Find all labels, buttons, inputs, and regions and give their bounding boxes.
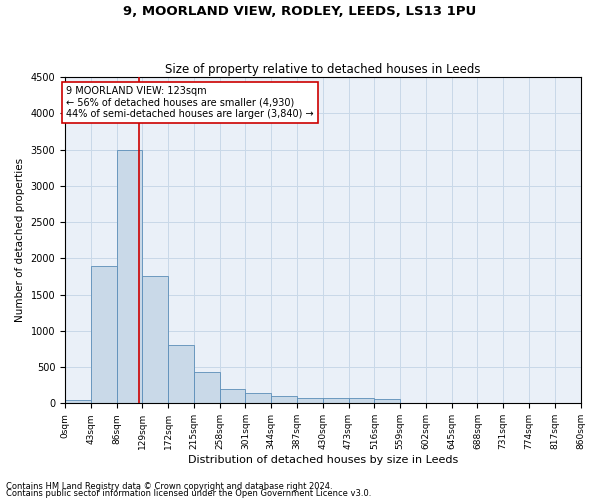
Bar xyxy=(65,400,91,404)
Bar xyxy=(349,398,374,404)
Bar xyxy=(168,346,194,404)
Bar xyxy=(116,150,142,404)
Bar xyxy=(374,400,400,404)
Text: Contains HM Land Registry data © Crown copyright and database right 2024.: Contains HM Land Registry data © Crown c… xyxy=(6,482,332,491)
Bar xyxy=(91,266,116,404)
Bar xyxy=(142,276,168,404)
Bar xyxy=(220,389,245,404)
Text: 9 MOORLAND VIEW: 123sqm
← 56% of detached houses are smaller (4,930)
44% of semi: 9 MOORLAND VIEW: 123sqm ← 56% of detache… xyxy=(66,86,314,119)
Bar xyxy=(323,398,349,404)
Y-axis label: Number of detached properties: Number of detached properties xyxy=(15,158,25,322)
Bar xyxy=(297,398,323,404)
Text: 9, MOORLAND VIEW, RODLEY, LEEDS, LS13 1PU: 9, MOORLAND VIEW, RODLEY, LEEDS, LS13 1P… xyxy=(124,5,476,18)
Bar xyxy=(271,396,297,404)
Text: Contains public sector information licensed under the Open Government Licence v3: Contains public sector information licen… xyxy=(6,489,371,498)
Bar xyxy=(245,393,271,404)
X-axis label: Distribution of detached houses by size in Leeds: Distribution of detached houses by size … xyxy=(188,455,458,465)
Bar xyxy=(194,372,220,404)
Title: Size of property relative to detached houses in Leeds: Size of property relative to detached ho… xyxy=(165,63,481,76)
